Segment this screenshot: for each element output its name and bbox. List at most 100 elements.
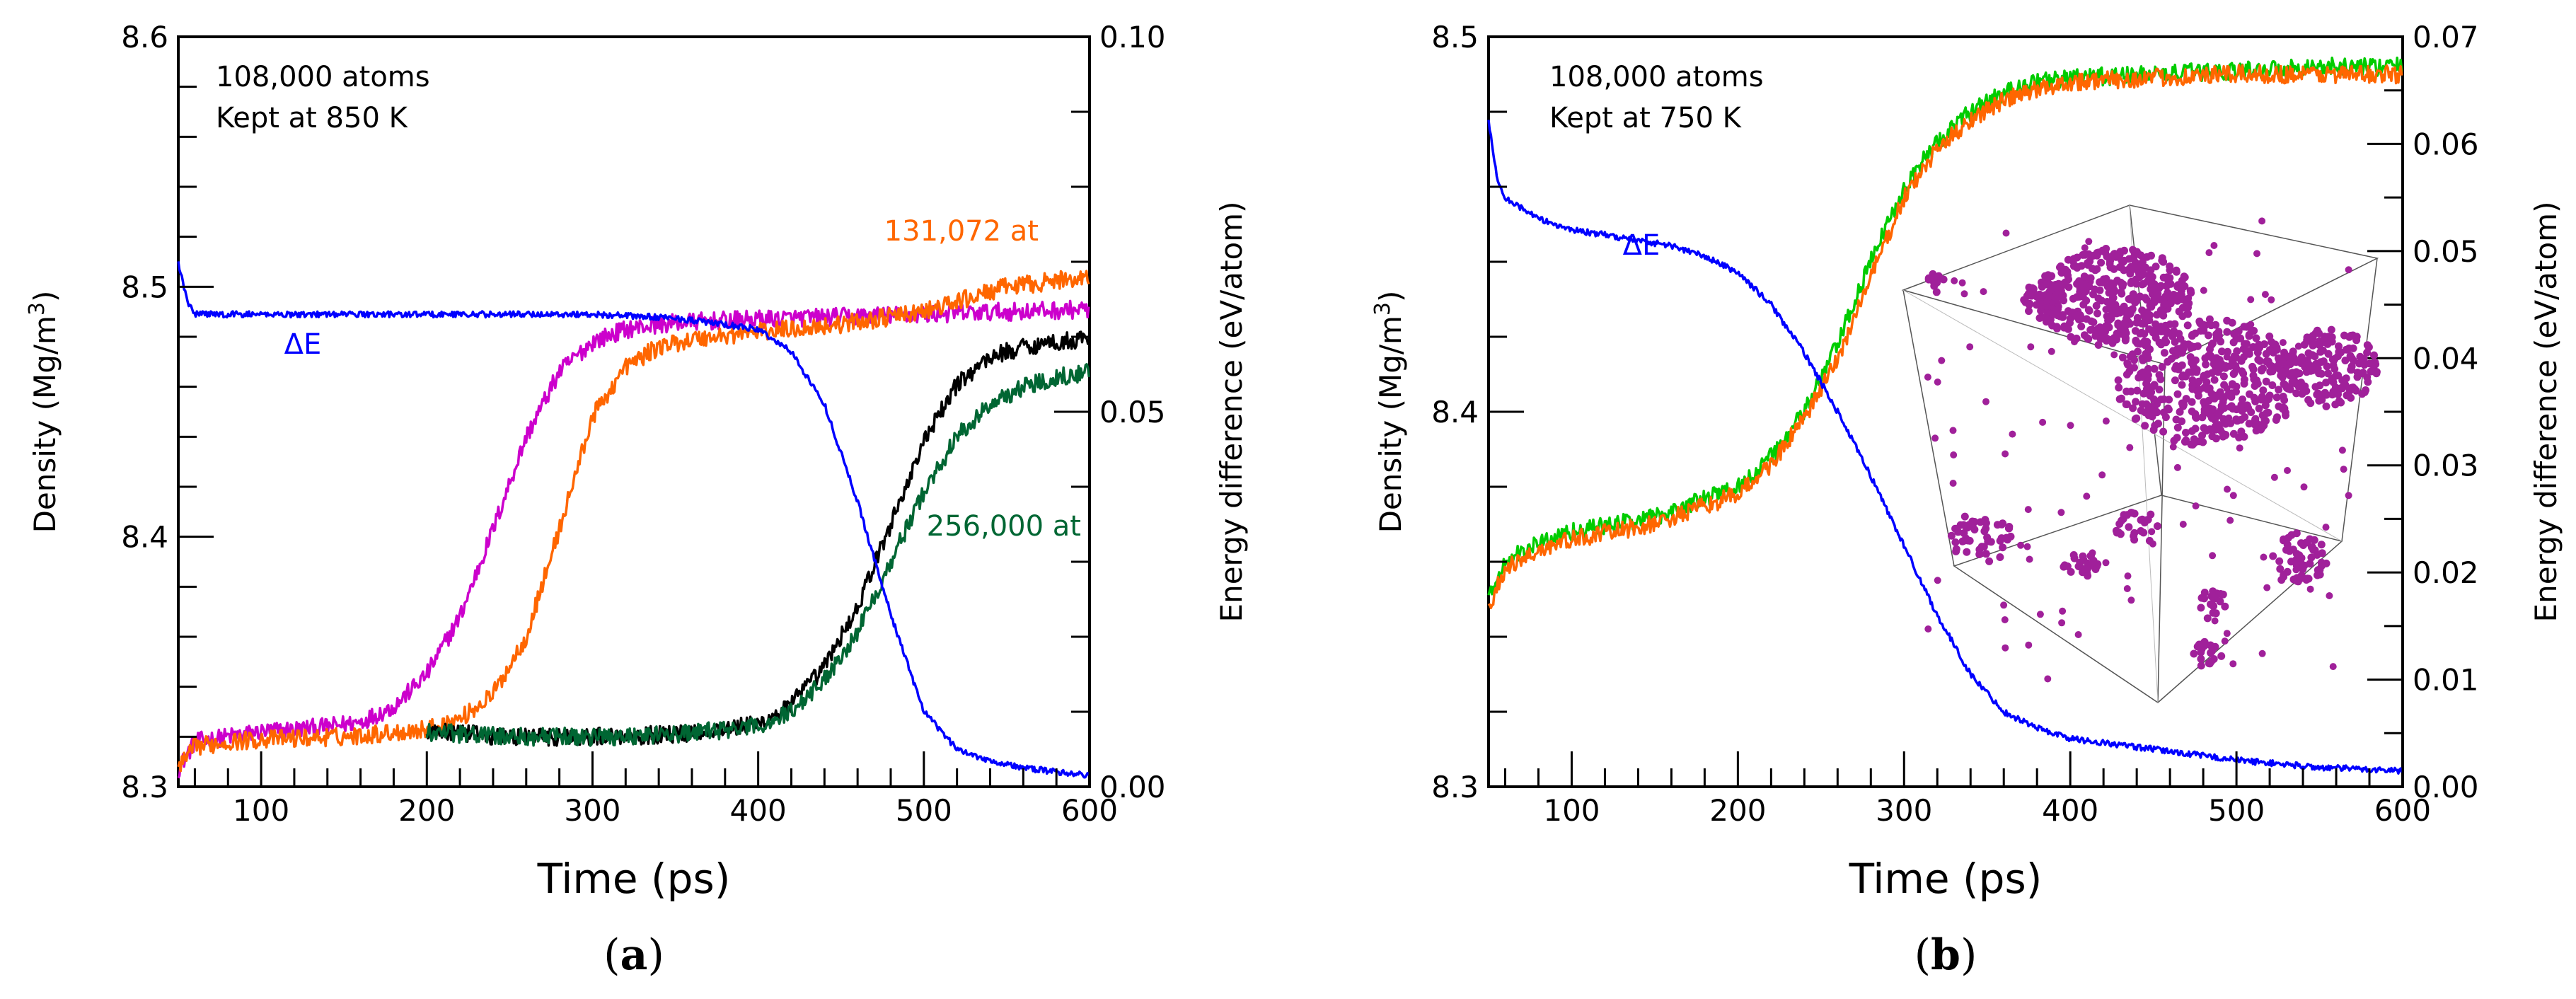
inset-atom [2166,320,2174,328]
inset-atom [1924,625,1932,633]
inset-atom [2224,485,2231,493]
inset-atom [2155,371,2164,379]
inset-atom [2137,406,2145,415]
inset-atom [2197,594,2206,602]
inset-atom [2209,552,2217,560]
inset-atom [2221,637,2229,645]
inset-atom [2107,314,2115,323]
inset-atom [2268,296,2275,304]
inset-atom [2330,357,2338,365]
inset-atom [2292,389,2301,398]
inset-atom [1996,536,2004,545]
x-tick-label: 400 [2042,793,2098,828]
inset-atom [2094,294,2103,303]
inset-atom [2219,430,2227,438]
inset-atom [2259,386,2268,395]
inset-atom [2268,381,2277,389]
inset-atom [2223,630,2231,637]
inset-atom [2249,343,2258,351]
inset-atom [2347,354,2356,362]
inset-atom [2134,347,2142,356]
inset-atom [1963,548,1971,556]
inset-atom [2225,414,2233,422]
inset-atom [2328,374,2336,383]
inset-atom [2321,388,2329,397]
inset-atom [2171,376,2179,385]
inset-atom [2133,297,2141,305]
inset-atom [2318,395,2326,404]
inset-atom [2057,269,2066,277]
inset-atom [2047,347,2055,355]
inset-atom [2193,642,2202,651]
inset-atom [2337,398,2345,407]
x-tick-label: 300 [564,793,620,828]
inset-atom [2087,317,2096,325]
inset-atom [2132,398,2140,406]
inset-atom [2252,334,2260,342]
y-right-tick-label: 0.04 [2413,341,2479,376]
inset-atom [2279,359,2287,366]
inset-atom [2153,328,2161,336]
inset-atom [2192,502,2200,510]
y-right-tick-label: 0.05 [2413,234,2479,269]
inset-atom [2324,369,2332,378]
inset-atom [2226,516,2234,524]
inset-atom [1954,528,1963,536]
inset-atom [2126,444,2134,451]
y-right-ticks: 0.00 0.01 0.02 0.03 0.04 0.05 0.06 0.07 [2367,20,2479,804]
inset-atom [1960,537,1968,545]
inset-atom [2262,350,2270,358]
inset-atom [2123,585,2131,592]
inset-atom [2081,244,2089,252]
inset-atom [2089,549,2096,557]
inset-atom [2149,426,2158,434]
inset-atom [2099,278,2108,287]
inset-atom [2247,321,2255,328]
y-left-tick-label: 8.5 [121,270,168,304]
inset-atom [2310,340,2318,349]
x-tick-label: 200 [1709,793,1766,828]
inset-atom [2133,313,2142,322]
inset-atom [1952,545,1960,553]
inset-atom [2147,251,2155,260]
inset-atom [1950,451,1958,458]
inset-atom [2009,430,2016,438]
inset-atom [2073,264,2081,272]
inset-atom [2083,492,2091,500]
inset-atom [2154,420,2162,428]
inset-atom [2233,417,2241,425]
y-right-ticks: 0.00 0.05 0.10 [1054,20,1166,804]
inset-atom [2158,363,2166,371]
inset-atom [2212,330,2221,338]
inset-atom [2372,368,2381,376]
inset-atom [2298,355,2306,364]
inset-atom [2044,675,2052,683]
inset-atom [2316,347,2325,356]
inset-atom [2124,572,2132,580]
inset-atom [2069,259,2077,267]
y-right-tick-label: 0.10 [1099,20,1166,54]
inset-atom [2098,471,2106,479]
inset-atom [2229,492,2237,500]
inset-atom [2145,316,2154,325]
series-label-delta-e: ΔE [1623,229,1660,262]
y-right-tick-label: 0.07 [2413,20,2479,54]
inset-atom [2254,355,2263,364]
inset-atom [1975,545,1984,554]
inset-atom [2117,394,2125,403]
x-tick-label: 400 [730,793,787,828]
y-right-axis-title: Energy difference (eV/atom) [2529,202,2563,623]
inset-atom [2302,387,2311,395]
inset-atom [2280,571,2288,579]
inset-atom [2203,614,2212,623]
inset-atom [2113,529,2120,537]
inset-atom [2131,258,2139,267]
inset-atom [2209,601,2217,610]
inset-atom [2043,302,2050,311]
inset-atom [2107,279,2115,287]
inset-atom [2082,296,2091,305]
inset-atom [2080,331,2089,340]
inset-atom [2167,354,2176,363]
inset-atom [2269,552,2277,560]
inset-atom [1951,538,1960,546]
